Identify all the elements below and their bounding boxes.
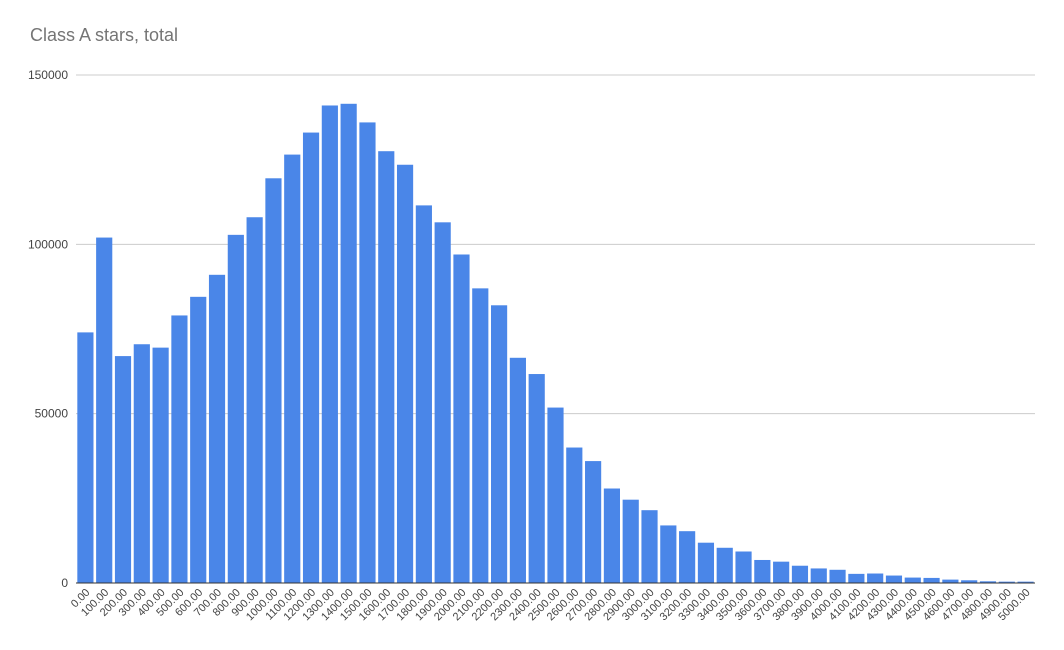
bar <box>829 569 846 583</box>
bar <box>77 332 94 583</box>
bar <box>979 581 997 583</box>
bar <box>378 151 395 583</box>
bar <box>754 559 771 583</box>
y-tick-label: 50000 <box>35 407 69 421</box>
bar <box>96 237 113 583</box>
y-tick-label: 0 <box>61 576 68 590</box>
chart-title: Class A stars, total <box>30 25 179 45</box>
bar <box>302 132 320 583</box>
bars <box>77 103 1034 584</box>
bar <box>152 347 169 583</box>
bar <box>509 357 526 583</box>
bar <box>603 488 620 583</box>
bar <box>415 205 432 583</box>
bar <box>867 573 884 583</box>
bar <box>208 274 226 583</box>
bar <box>434 222 451 583</box>
bar <box>660 525 677 583</box>
bar <box>848 573 865 583</box>
bar <box>227 234 244 583</box>
bar <box>246 217 263 584</box>
bar <box>923 577 940 583</box>
bar <box>1017 581 1034 583</box>
x-axis-ticks: 0.00100.00200.00300.00400.00500.00600.00… <box>69 587 1033 624</box>
y-tick-label: 100000 <box>28 237 68 251</box>
bar <box>491 305 508 583</box>
bar <box>641 510 658 583</box>
bar <box>998 581 1015 583</box>
bar <box>133 344 150 583</box>
bar <box>942 579 959 583</box>
bar <box>697 542 715 583</box>
bar <box>472 288 489 583</box>
bar <box>773 561 790 583</box>
bar <box>622 499 639 583</box>
bar <box>114 356 132 583</box>
bar <box>810 568 827 583</box>
bar <box>321 105 338 583</box>
bar <box>585 461 602 583</box>
bar <box>171 315 188 583</box>
bar <box>284 154 301 583</box>
bar <box>453 254 470 584</box>
bar <box>791 565 809 583</box>
bar <box>396 164 414 583</box>
bar <box>961 580 978 583</box>
y-axis-ticks: 0 50000 100000 150000 <box>28 68 68 590</box>
bar <box>359 122 376 583</box>
bar <box>265 178 282 584</box>
bar <box>679 531 696 583</box>
bar <box>716 547 733 583</box>
bar <box>340 103 357 583</box>
bar <box>735 551 752 583</box>
bar <box>566 447 583 583</box>
bar <box>904 577 921 583</box>
bar <box>528 374 545 583</box>
y-tick-label: 150000 <box>28 68 68 82</box>
bar <box>190 296 207 583</box>
bar <box>885 575 903 583</box>
bar <box>547 407 564 583</box>
